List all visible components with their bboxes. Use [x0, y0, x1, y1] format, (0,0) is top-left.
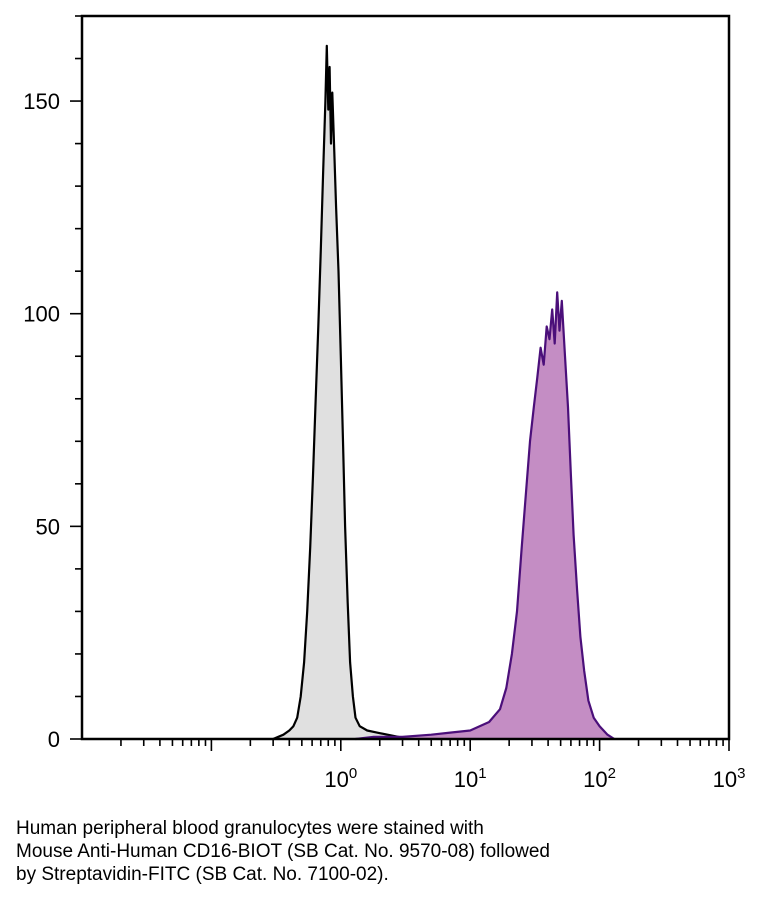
histogram-chart: 0 50 100 150 100 101 102 103 [23, 14, 745, 792]
y-tick-label: 150 [23, 89, 60, 114]
labels-layer: 0 50 100 150 100 101 102 103 [23, 89, 745, 792]
x-tick-label: 102 [583, 765, 616, 792]
series-area-1 [355, 292, 615, 739]
y-tick-label: 0 [48, 727, 60, 752]
ticks-layer [70, 15, 730, 751]
series-line-1 [355, 291, 615, 741]
plot-frame [80, 14, 731, 741]
x-tick-label: 100 [324, 765, 357, 792]
caption-line: Mouse Anti-Human CD16-BIOT (SB Cat. No. … [16, 841, 550, 862]
y-tick-label: 100 [23, 302, 60, 327]
figure-caption: Human peripheral blood granulocytes were… [16, 817, 736, 886]
x-tick-label: 101 [454, 765, 487, 792]
series-area-0 [273, 45, 407, 740]
x-tick-label: 103 [713, 765, 746, 792]
caption-line: by Streptavidin-FITC (SB Cat. No. 7100-0… [16, 864, 389, 885]
series-layer [272, 44, 615, 741]
caption-line: Human peripheral blood granulocytes were… [16, 818, 484, 839]
y-tick-label: 50 [36, 514, 60, 539]
series-line-0 [272, 44, 407, 741]
